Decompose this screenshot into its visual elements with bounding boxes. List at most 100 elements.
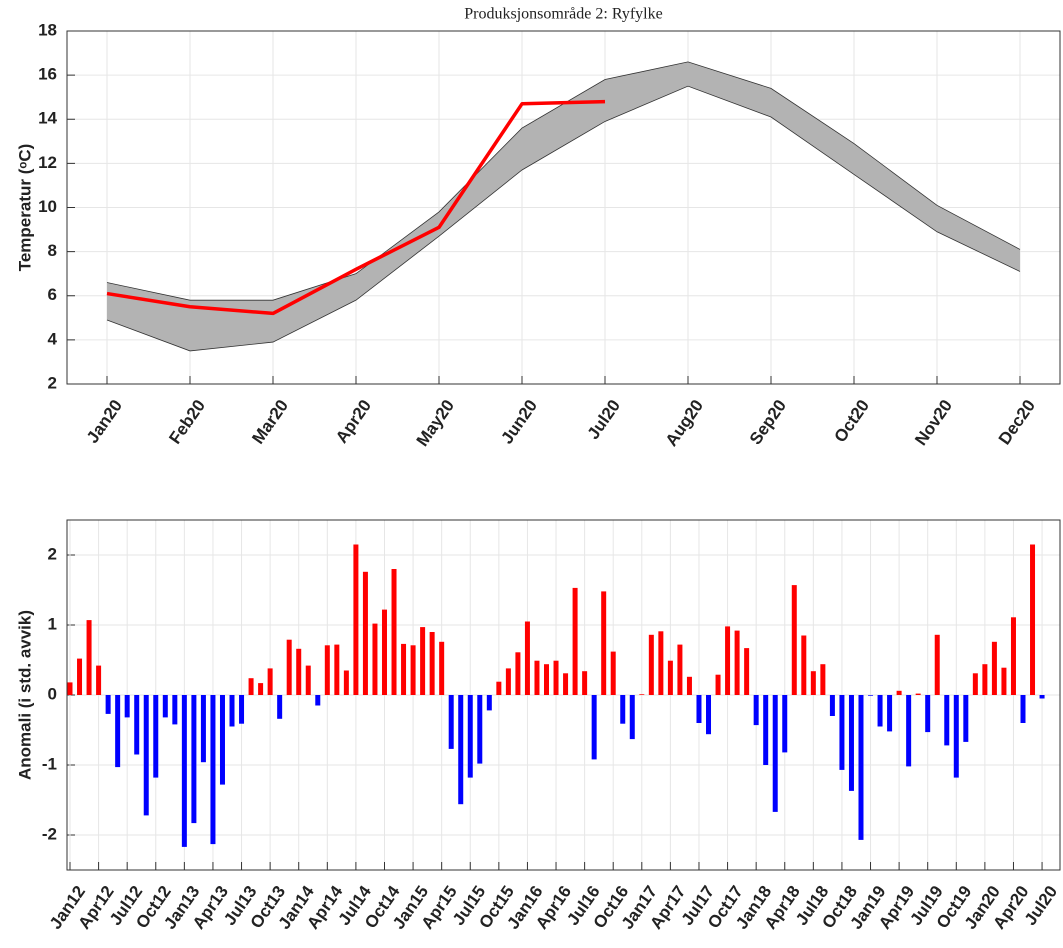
y-tick-label: 6: [48, 285, 57, 304]
y-tick-label: 2: [48, 373, 57, 392]
bar: [620, 695, 626, 724]
bar: [848, 695, 854, 791]
bar: [820, 664, 826, 695]
bar: [277, 695, 283, 719]
bar: [753, 695, 759, 726]
bar: [153, 695, 159, 778]
bar: [258, 683, 264, 695]
bar: [772, 695, 778, 812]
y-tick-label: -2: [42, 824, 57, 843]
bar: [429, 632, 435, 695]
bar: [877, 695, 883, 727]
bar: [696, 695, 702, 723]
y-axis-label: Temperatur (ᵒC): [15, 144, 34, 272]
band-area: [107, 61, 1020, 351]
bar: [925, 695, 931, 733]
y-axis-label: Anomali (i std. avvik): [15, 610, 34, 780]
y-tick-label: 2: [48, 544, 57, 563]
bar: [658, 631, 664, 695]
bar: [239, 695, 245, 724]
bar: [839, 695, 845, 770]
bar: [143, 695, 149, 816]
bar: [191, 695, 197, 824]
bar: [391, 569, 397, 695]
bar: [200, 695, 206, 763]
bar: [115, 695, 121, 768]
bar: [801, 635, 807, 695]
bar: [372, 623, 378, 695]
band-lower: [106, 85, 1021, 352]
bar: [534, 660, 540, 695]
bar: [982, 664, 988, 695]
bar: [334, 644, 340, 695]
bar: [410, 645, 416, 695]
line: [106, 99, 606, 316]
bar: [219, 695, 225, 785]
bar: [420, 627, 426, 695]
bar: [582, 671, 588, 695]
bar: [86, 620, 92, 695]
bar: [725, 626, 731, 695]
bar: [210, 695, 216, 845]
bar: [686, 676, 692, 695]
bar: [229, 695, 235, 727]
bar: [1001, 667, 1007, 695]
bar: [515, 652, 521, 695]
bar: [591, 695, 597, 760]
y-tick-label: 1: [48, 614, 57, 633]
bar: [667, 660, 673, 695]
bar: [286, 639, 292, 695]
bar: [77, 658, 83, 695]
bar: [563, 673, 569, 695]
bar: [448, 695, 454, 749]
bar: [544, 664, 549, 695]
bar: [963, 695, 969, 742]
bar: [734, 630, 740, 695]
y-tick-label: 4: [48, 329, 58, 348]
bar: [524, 621, 530, 695]
bar: [868, 695, 874, 696]
bar: [944, 695, 950, 746]
bar: [858, 695, 864, 840]
bar: [96, 665, 102, 695]
bar: [639, 694, 645, 695]
bar: [362, 571, 368, 695]
plot-frame: [66, 30, 1061, 385]
bar: [953, 695, 959, 778]
bar: [934, 634, 940, 695]
y-tick-label: 10: [38, 197, 57, 216]
bar: [305, 665, 311, 695]
bar: [1020, 695, 1026, 723]
bar: [896, 690, 902, 695]
bar: [629, 695, 635, 740]
bar: [343, 670, 349, 695]
bar: [401, 643, 407, 695]
bar: [1010, 617, 1016, 695]
bar: [315, 695, 321, 706]
bar: [162, 695, 168, 718]
bar: [439, 641, 445, 695]
bar: [296, 648, 302, 695]
bar: [134, 695, 140, 755]
bar: [829, 695, 835, 716]
bar: [763, 695, 769, 765]
bar: [477, 695, 483, 764]
chart-title: Produksjonsområde 2: Ryfylke: [464, 6, 662, 23]
bar: [677, 644, 683, 695]
bar: [67, 682, 73, 695]
bar: [810, 671, 816, 695]
bar: [458, 695, 464, 805]
bar: [105, 695, 111, 714]
bar: [572, 587, 578, 695]
bar: [1030, 544, 1036, 695]
bar: [467, 695, 473, 778]
y-tick-label: 12: [38, 153, 57, 172]
bar: [744, 648, 750, 695]
bar: [1039, 695, 1045, 699]
bar: [906, 695, 912, 767]
bar: [553, 660, 559, 695]
y-tick-label: 18: [38, 20, 57, 39]
bar: [706, 695, 712, 735]
bar: [172, 695, 178, 725]
bar: [887, 695, 893, 732]
